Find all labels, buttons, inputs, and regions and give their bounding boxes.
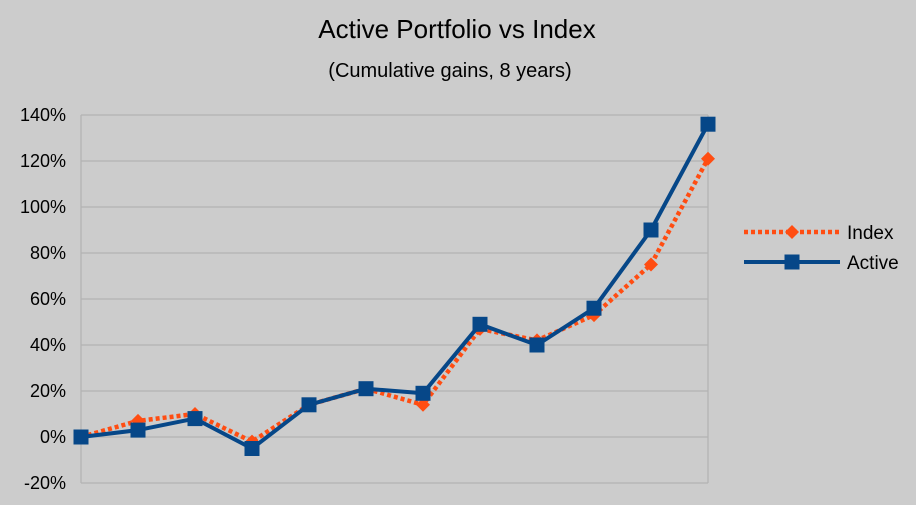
- plot-area: -20% 0% 20% 40% 60% 80% 100% 120% 140%: [20, 105, 716, 493]
- active-point-1: [130, 422, 146, 438]
- y-tick-label: 80%: [30, 243, 66, 263]
- active-point-9: [586, 300, 602, 316]
- active-point-11: [700, 116, 716, 132]
- active-line: [80, 123, 710, 451]
- legend-active-point-0: [784, 254, 800, 270]
- y-axis-ticks: -20% 0% 20% 40% 60% 80% 100% 120% 140%: [20, 105, 66, 493]
- legend-index-point-0: [785, 225, 799, 239]
- index-line: [80, 157, 710, 444]
- active-point-7: [472, 316, 488, 332]
- legend-label-index: Index: [847, 223, 894, 244]
- active-series: [73, 116, 716, 456]
- active-point-8: [529, 337, 545, 353]
- index-point-11: [701, 151, 715, 166]
- chart-subtitle: (Cumulative gains, 8 years): [328, 60, 571, 82]
- legend: Index Active: [744, 223, 899, 274]
- y-tick-label: -20%: [24, 473, 66, 493]
- y-tick-label: 20%: [30, 381, 66, 401]
- active-point-4: [301, 397, 317, 413]
- active-point-6: [415, 385, 431, 401]
- series-layer: [73, 116, 716, 456]
- y-tick-label: 100%: [20, 197, 66, 217]
- active-point-5: [358, 381, 374, 397]
- chart-title: Active Portfolio vs Index: [318, 14, 595, 44]
- y-tick-label: 140%: [20, 105, 66, 125]
- y-tick-label: 40%: [30, 335, 66, 355]
- y-tick-label: 60%: [30, 289, 66, 309]
- active-point-0: [73, 429, 89, 445]
- active-point-10: [643, 222, 659, 238]
- legend-item-index: Index: [744, 223, 894, 244]
- index-point-6: [416, 397, 430, 412]
- active-point-3: [244, 441, 260, 456]
- legend-label-active: Active: [847, 253, 899, 274]
- legend-item-active: Active: [744, 253, 899, 274]
- index-point-10: [644, 257, 658, 272]
- y-tick-label: 0%: [40, 427, 66, 447]
- active-point-2: [187, 411, 203, 427]
- y-tick-label: 120%: [20, 151, 66, 171]
